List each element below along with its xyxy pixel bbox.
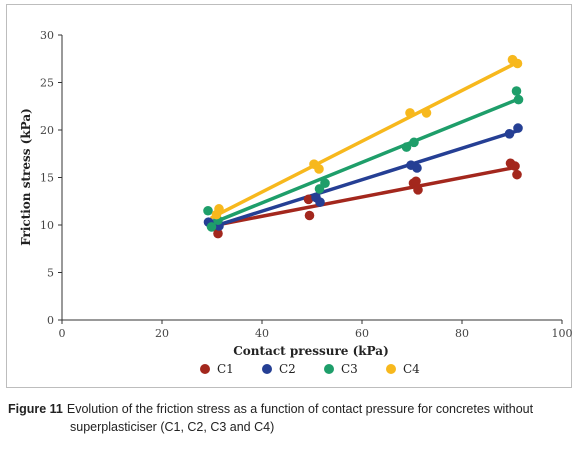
data-points (203, 54, 524, 239)
y-tick-label: 30 (40, 29, 54, 42)
point-c3 (409, 137, 419, 148)
point-c3 (513, 94, 524, 105)
x-tick-label: 60 (355, 327, 369, 340)
x-tick-label: 0 (59, 327, 66, 340)
x-tick-label: 20 (155, 327, 169, 340)
legend-marker-c3 (324, 364, 334, 374)
y-tick-label: 25 (40, 77, 54, 90)
legend-label-c2: C2 (279, 362, 296, 376)
fit-lines (210, 60, 519, 229)
point-c2 (412, 163, 422, 173)
point-c1 (303, 194, 314, 205)
y-tick-label: 15 (40, 172, 54, 185)
point-c2 (504, 129, 515, 139)
axes: 0 5 10 15 20 25 30 0 20 40 60 80 100 (40, 29, 573, 340)
point-c3 (401, 142, 412, 152)
caption-text-line1: Evolution of the friction stress as a fu… (66, 402, 534, 416)
x-tick-label: 100 (552, 327, 573, 340)
point-c1 (213, 228, 223, 239)
point-c1 (304, 210, 315, 221)
y-tick-label: 20 (40, 124, 54, 137)
legend-marker-c1 (200, 364, 210, 374)
point-c2 (315, 197, 325, 207)
fit-line-c4 (210, 60, 519, 220)
point-c4 (512, 58, 523, 69)
point-c3 (511, 86, 522, 96)
legend-label-c4: C4 (403, 362, 420, 376)
point-c3 (206, 222, 217, 232)
friction-stress-chart: 0 5 10 15 20 25 30 0 20 40 60 80 100 C1 C2 C3 C4 Contac… (19, 29, 573, 376)
x-tick-label: 80 (455, 327, 469, 340)
fit-line-c1 (210, 165, 519, 228)
legend-label-c3: C3 (341, 362, 358, 376)
point-c4 (405, 108, 415, 118)
x-tick-label: 40 (255, 327, 269, 340)
point-c1 (413, 185, 423, 195)
point-c4 (314, 164, 324, 174)
point-c3 (203, 205, 213, 216)
caption-text-line2: superplasticiser (C1, C2, C3 and C4) (70, 420, 275, 434)
point-c4 (421, 108, 432, 118)
legend-marker-c2 (262, 364, 272, 374)
figure-caption: Figure 11 Evolution of the friction stres… (8, 400, 574, 436)
fit-line-c2 (210, 129, 519, 229)
legend: C1 C2 C3 C4 (200, 362, 420, 376)
point-c1 (411, 176, 421, 187)
point-c4 (214, 204, 224, 214)
point-c2 (513, 123, 523, 133)
point-c3 (320, 178, 330, 188)
legend-marker-c4 (386, 364, 396, 374)
y-tick-label: 10 (40, 219, 54, 232)
figure-label: Figure 11 (8, 402, 63, 416)
x-axis-label: Contact pressure (kPa) (233, 344, 389, 358)
y-tick-label: 0 (47, 314, 54, 327)
legend-label-c1: C1 (217, 362, 234, 376)
point-c1 (512, 169, 522, 180)
y-axis-label: Friction stress (kPa) (19, 108, 33, 246)
fit-line-c3 (210, 97, 519, 225)
point-c1 (510, 161, 520, 171)
y-tick-label: 5 (47, 267, 54, 280)
figure-frame (6, 4, 572, 388)
